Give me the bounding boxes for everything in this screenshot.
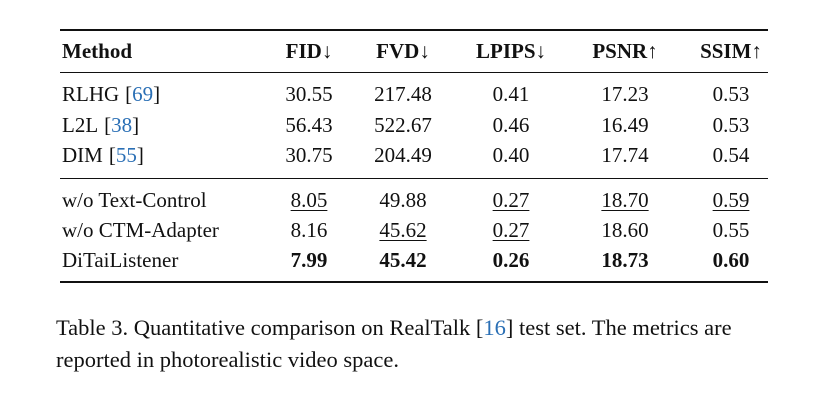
header-rule (60, 72, 768, 73)
metric-value: 0.54 (712, 143, 750, 167)
caption-text: test set. The metrics are reported in ph… (56, 315, 732, 372)
metric-value: 8.16 (290, 218, 328, 242)
metric-value: 18.60 (601, 218, 649, 242)
bottom-rule (60, 281, 768, 283)
metric-value: 522.67 (374, 113, 432, 137)
citation: [69] (125, 82, 161, 106)
caption-text: Quantitative comparison on RealTalk (133, 315, 471, 340)
method-name: DiTaiListener (62, 248, 179, 272)
metric-value: 217.48 (374, 82, 432, 106)
group-rule (60, 178, 768, 179)
metric-value: 0.60 (712, 248, 750, 272)
metric-value: 18.70 (601, 188, 649, 212)
metric-value: 0.53 (712, 113, 750, 137)
metric-value: 17.23 (601, 82, 649, 106)
caption-ref: [16] (475, 315, 514, 340)
metric-value: 204.49 (374, 143, 432, 167)
method-name: w/o Text-Control (62, 188, 207, 212)
method-name: L2L (62, 113, 99, 137)
metric-value: 0.53 (712, 82, 750, 106)
metric-value: 0.59 (712, 188, 750, 212)
column-header: FVD↓ (376, 39, 430, 63)
column-header: SSIM↑ (700, 39, 762, 63)
column-header: LPIPS↓ (475, 39, 547, 63)
caption: Table 3. Quantitative comparison on Real… (56, 312, 776, 376)
metric-value: 45.42 (379, 248, 427, 272)
caption-label: Table 3. (56, 315, 129, 340)
metric-value: 16.49 (601, 113, 649, 137)
citation: [55] (108, 143, 144, 167)
method-name: w/o CTM-Adapter (62, 218, 219, 242)
column-header: Method (62, 39, 132, 63)
metric-value: 0.27 (492, 188, 530, 212)
column-header: PSNR↑ (592, 39, 658, 63)
metric-value: 49.88 (379, 188, 427, 212)
metric-value: 0.40 (492, 143, 530, 167)
metric-value: 30.55 (285, 82, 333, 106)
method-name: RLHG (62, 82, 120, 106)
metric-value: 0.46 (492, 113, 530, 137)
metric-value: 30.75 (285, 143, 333, 167)
citation: [38] (104, 113, 140, 137)
column-header: FID↓ (285, 39, 333, 63)
metric-value: 56.43 (285, 113, 333, 137)
metric-value: 0.27 (492, 218, 530, 242)
metric-value: 0.55 (712, 218, 750, 242)
top-rule (60, 29, 768, 31)
metric-value: 17.74 (601, 143, 649, 167)
metric-value: 0.41 (492, 82, 530, 106)
metric-value: 45.62 (379, 218, 427, 242)
metric-value: 7.99 (290, 248, 328, 272)
metric-value: 8.05 (290, 188, 328, 212)
metric-value: 18.73 (601, 248, 649, 272)
metric-value: 0.26 (492, 248, 530, 272)
method-name: DIM (62, 143, 103, 167)
